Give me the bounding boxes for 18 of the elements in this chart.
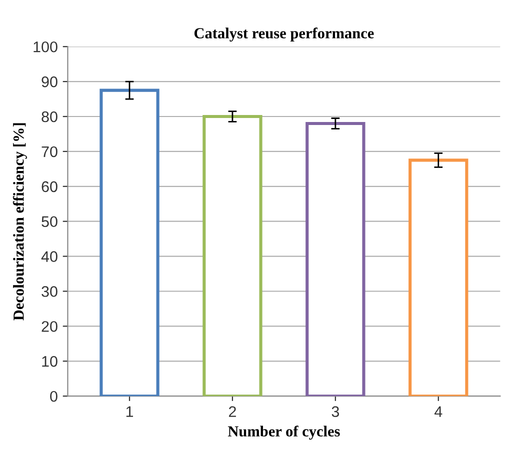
y-tick-label: 90 (42, 76, 58, 88)
y-tick-label: 50 (42, 216, 58, 228)
y-tick-label: 80 (42, 111, 58, 122)
x-axis-title: Number of cycles (228, 426, 340, 440)
x-tick-label: 2 (228, 406, 236, 417)
x-tick-label: 3 (332, 406, 339, 418)
y-tick-label: 60 (42, 181, 58, 192)
y-axis-title: Decolourization efficiency [%] (12, 123, 27, 320)
x-tick-label: 1 (126, 406, 134, 417)
x-tick-label: 4 (434, 406, 442, 417)
y-tick-label: 20 (42, 321, 58, 332)
chart-title: Catalyst reuse performance (194, 28, 374, 42)
y-tick-label: 100 (34, 41, 58, 52)
y-tick-label: 10 (42, 356, 58, 367)
y-tick-label: 30 (42, 286, 58, 297)
y-tick-label: 70 (42, 146, 58, 158)
y-tick-label: 40 (41, 251, 58, 262)
y-tick-label: 0 (50, 390, 58, 402)
